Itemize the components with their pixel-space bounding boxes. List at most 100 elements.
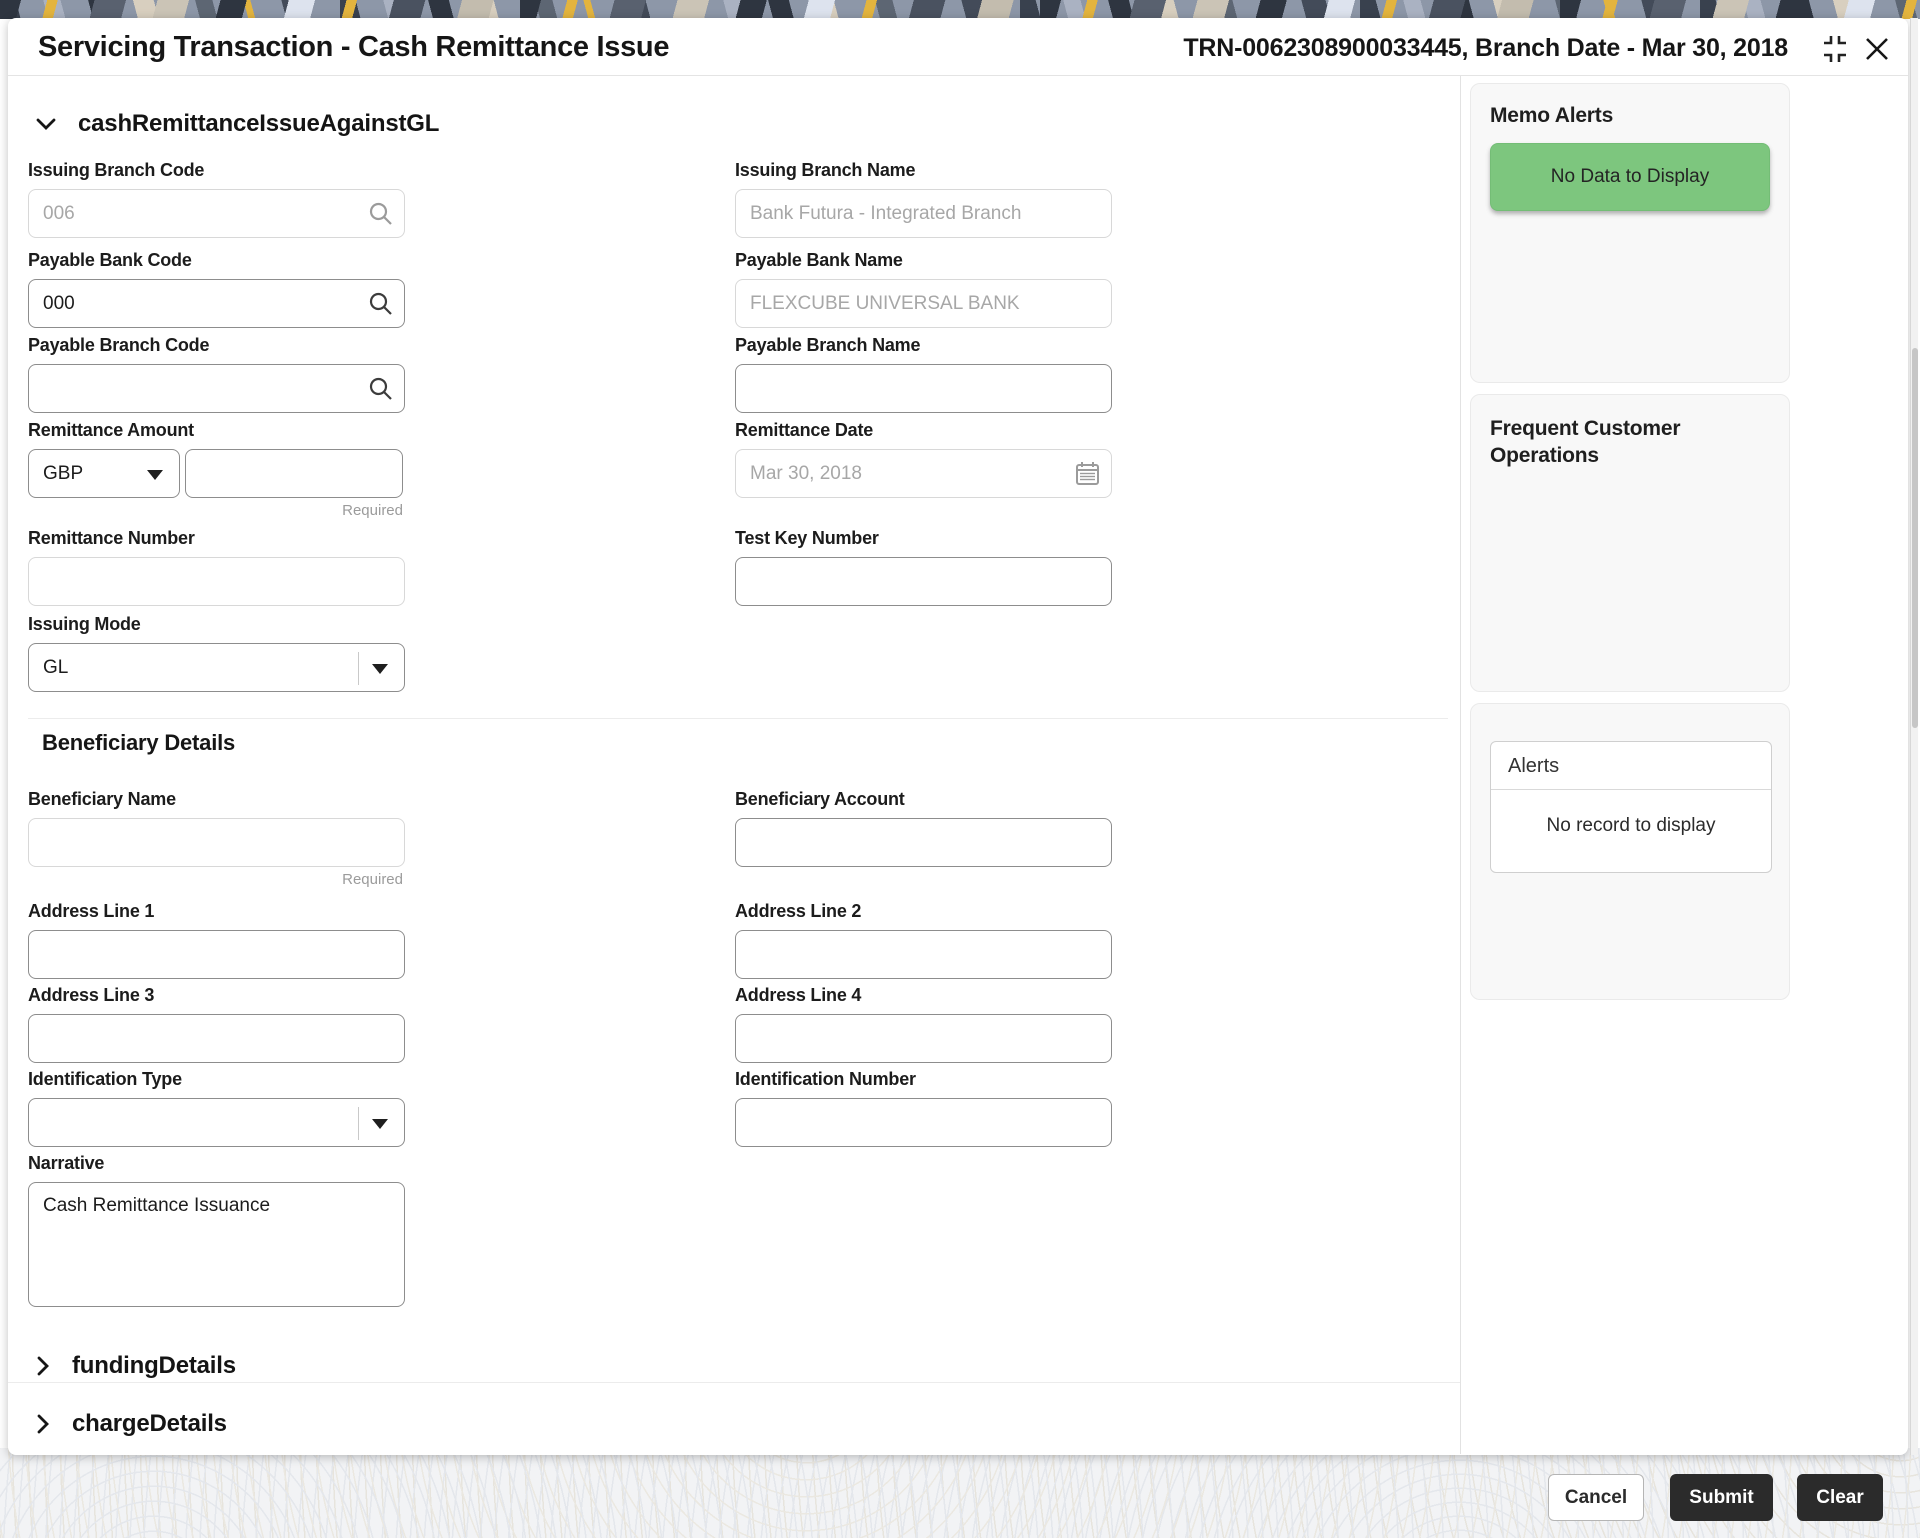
- identification-type-select[interactable]: [28, 1098, 405, 1147]
- issuing-mode-label: Issuing Mode: [28, 614, 141, 634]
- beneficiary-name-input[interactable]: [28, 818, 405, 867]
- chevron-down-icon: [372, 1119, 388, 1129]
- alerts-panel: Alerts No record to display: [1490, 741, 1772, 873]
- modal-header: Servicing Transaction - Cash Remittance …: [8, 18, 1908, 75]
- issuing-mode-value: GL: [43, 656, 69, 678]
- currency-select[interactable]: GBP: [28, 449, 180, 498]
- remittance-amount-input[interactable]: [185, 449, 403, 498]
- remittance-number-label: Remittance Number: [28, 528, 195, 548]
- section-label: fundingDetails: [72, 1352, 236, 1379]
- required-hint: Required: [342, 871, 403, 888]
- payable-bank-code-label: Payable Bank Code: [28, 250, 192, 270]
- calendar-icon: [1076, 462, 1099, 485]
- field-beneficiary-account: Beneficiary Account: [735, 789, 1112, 867]
- field-issuing-branch-code: Issuing Branch Code: [28, 160, 405, 238]
- chevron-right-icon: [37, 1356, 49, 1376]
- remittance-date-input: [735, 449, 1112, 498]
- field-address-line-2: Address Line 2: [735, 901, 1112, 979]
- select-divider: [358, 1107, 359, 1140]
- alerts-empty-message: No record to display: [1546, 815, 1716, 836]
- chevron-down-icon: [372, 664, 388, 674]
- submit-button[interactable]: Submit: [1670, 1474, 1773, 1521]
- beneficiary-name-label: Beneficiary Name: [28, 789, 176, 809]
- payable-branch-code-label: Payable Branch Code: [28, 335, 210, 355]
- address-line-3-label: Address Line 3: [28, 985, 155, 1005]
- memo-alerts-title: Memo Alerts: [1490, 104, 1614, 127]
- beneficiary-account-input[interactable]: [735, 818, 1112, 867]
- field-issuing-mode: Issuing Mode GL: [28, 614, 405, 692]
- frequent-customer-operations-card: Frequent Customer Operations: [1470, 394, 1790, 692]
- clear-button[interactable]: Clear: [1797, 1474, 1883, 1521]
- section-divider: [28, 718, 1448, 719]
- remittance-date-label: Remittance Date: [735, 420, 874, 440]
- close-icon[interactable]: [1860, 32, 1894, 66]
- issuing-branch-code-input: [28, 189, 405, 238]
- issuing-branch-name-label: Issuing Branch Name: [735, 160, 916, 180]
- address-line-4-input[interactable]: [735, 1014, 1112, 1063]
- chevron-down-icon: [36, 118, 56, 130]
- frequent-customer-operations-title: Frequent Customer Operations: [1490, 417, 1681, 468]
- chevron-right-icon: [37, 1414, 49, 1434]
- test-key-number-label: Test Key Number: [735, 528, 879, 548]
- content-sidebar-divider: [1460, 76, 1461, 1454]
- section-funding-details[interactable]: fundingDetails: [36, 1352, 236, 1380]
- identification-type-label: Identification Type: [28, 1069, 182, 1089]
- section-cash-remittance-issue-against-gl[interactable]: cashRemittanceIssueAgainstGL: [36, 110, 439, 138]
- field-narrative: Narrative Cash Remittance Issuance: [28, 1153, 405, 1312]
- identification-number-label: Identification Number: [735, 1069, 916, 1089]
- identification-number-input[interactable]: [735, 1098, 1112, 1147]
- address-line-1-label: Address Line 1: [28, 901, 155, 921]
- address-line-1-input[interactable]: [28, 930, 405, 979]
- payable-bank-name-label: Payable Bank Name: [735, 250, 903, 270]
- header-divider: [8, 75, 1908, 76]
- field-identification-type: Identification Type: [28, 1069, 405, 1147]
- field-remittance-number: Remittance Number: [28, 528, 405, 606]
- footer-action-bar: Cancel Submit Clear: [0, 1474, 1920, 1521]
- alerts-title: Alerts: [1508, 755, 1560, 777]
- search-icon: [369, 202, 392, 225]
- payable-bank-code-input[interactable]: [28, 279, 405, 328]
- payable-bank-name-input: [735, 279, 1112, 328]
- scrollbar-track[interactable]: [1910, 18, 1918, 1455]
- amount-input-wrap: [185, 449, 403, 498]
- cancel-button[interactable]: Cancel: [1548, 1474, 1644, 1521]
- select-divider: [358, 652, 359, 685]
- field-remittance-date: Remittance Date: [735, 420, 1112, 498]
- section-label: cashRemittanceIssueAgainstGL: [78, 110, 440, 137]
- field-payable-bank-code: Payable Bank Code: [28, 250, 405, 328]
- payable-branch-name-label: Payable Branch Name: [735, 335, 921, 355]
- remittance-amount-label: Remittance Amount: [28, 420, 194, 440]
- section-divider: [8, 1382, 1460, 1383]
- alerts-divider: [1491, 789, 1771, 790]
- beneficiary-account-label: Beneficiary Account: [735, 789, 905, 809]
- section-charge-details[interactable]: chargeDetails: [36, 1410, 227, 1438]
- exit-fullscreen-icon[interactable]: [1818, 32, 1852, 66]
- issuing-branch-code-label: Issuing Branch Code: [28, 160, 205, 180]
- servicing-transaction-modal: Servicing Transaction - Cash Remittance …: [8, 18, 1908, 1455]
- field-beneficiary-name: Beneficiary Name Required: [28, 789, 405, 888]
- memo-alerts-empty-message: No Data to Display: [1490, 143, 1770, 211]
- field-issuing-branch-name: Issuing Branch Name: [735, 160, 1112, 238]
- section-label: chargeDetails: [72, 1410, 227, 1437]
- field-remittance-amount: Remittance Amount GBP Required: [28, 420, 405, 519]
- field-test-key-number: Test Key Number: [735, 528, 1112, 606]
- scrollbar-thumb[interactable]: [1912, 348, 1918, 728]
- alerts-card: Alerts No record to display: [1470, 703, 1790, 1000]
- narrative-textarea[interactable]: Cash Remittance Issuance: [28, 1182, 405, 1307]
- address-line-2-input[interactable]: [735, 930, 1112, 979]
- address-line-2-label: Address Line 2: [735, 901, 862, 921]
- beneficiary-details-heading: Beneficiary Details: [42, 730, 236, 755]
- field-address-line-1: Address Line 1: [28, 901, 405, 979]
- payable-branch-code-input[interactable]: [28, 364, 405, 413]
- payable-branch-name-input[interactable]: [735, 364, 1112, 413]
- search-icon[interactable]: [367, 375, 394, 402]
- remittance-number-input: [28, 557, 405, 606]
- address-line-3-input[interactable]: [28, 1014, 405, 1063]
- test-key-number-input[interactable]: [735, 557, 1112, 606]
- decorative-top-pattern: [0, 0, 1920, 19]
- transaction-reference: TRN-0062308900033445, Branch Date - Mar …: [1183, 34, 1788, 62]
- issuing-mode-select[interactable]: GL: [28, 643, 405, 692]
- search-icon[interactable]: [367, 290, 394, 317]
- narrative-label: Narrative: [28, 1153, 105, 1173]
- address-line-4-label: Address Line 4: [735, 985, 862, 1005]
